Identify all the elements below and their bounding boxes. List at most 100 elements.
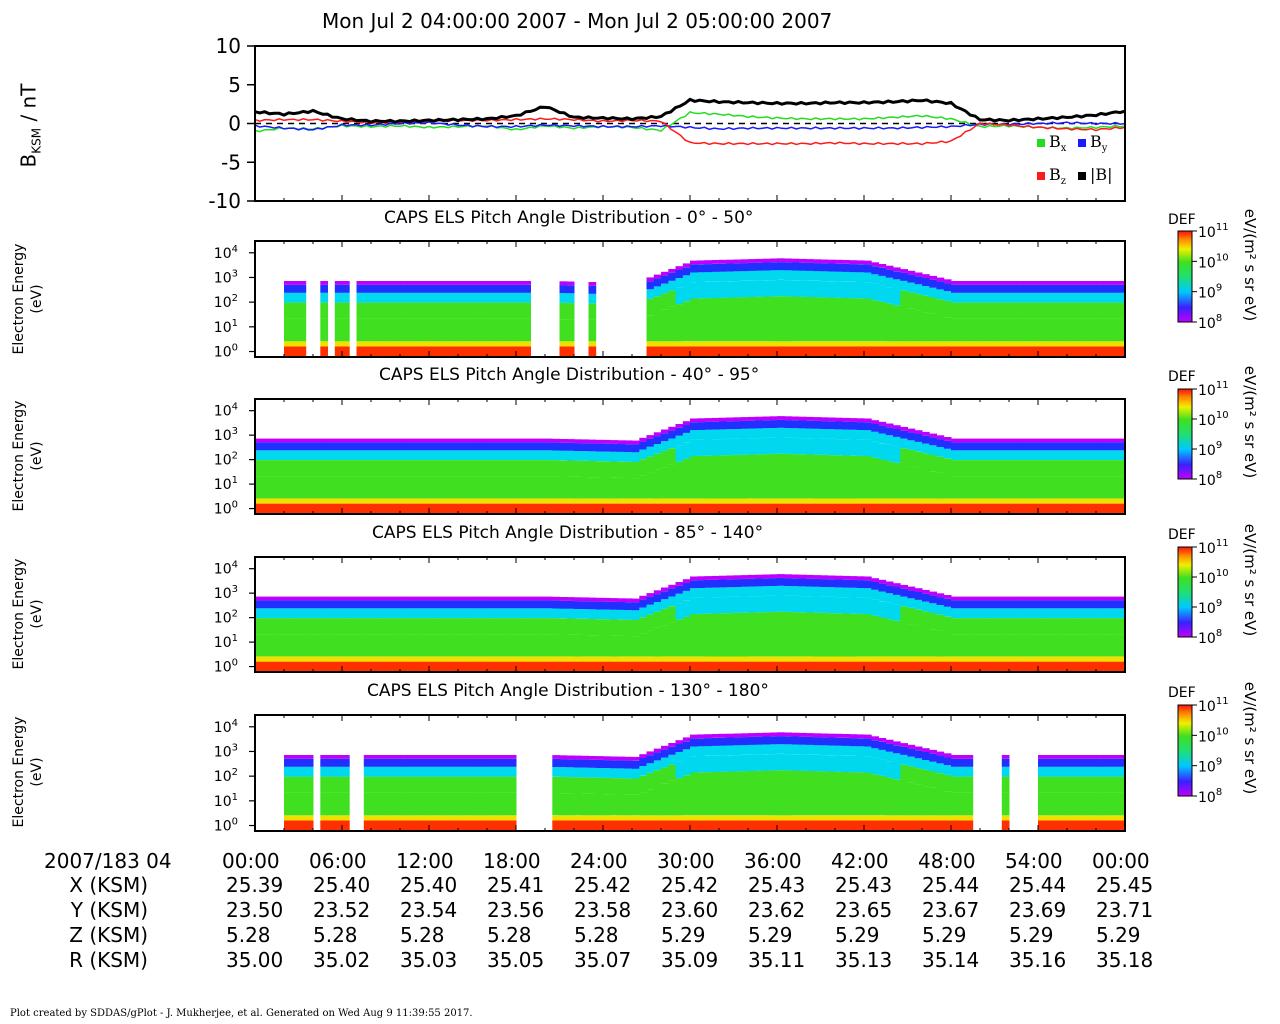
- spectrogram-cell: [407, 284, 415, 293]
- spectrogram-cell: [704, 418, 713, 422]
- spectrogram-cell: [943, 661, 952, 672]
- spectrogram-cell: [508, 766, 517, 777]
- spectrogram-cell: [1103, 755, 1111, 759]
- spectrogram-cell: [661, 498, 669, 504]
- spectrogram-cell: [1052, 596, 1061, 601]
- spectrogram-cell: [914, 768, 923, 785]
- spectrogram-cell: [516, 661, 524, 672]
- spectrogram-cell: [864, 456, 872, 499]
- spectrogram-cell: [719, 417, 727, 422]
- spectrogram-cell: [762, 341, 771, 347]
- spectrogram-cell: [827, 733, 836, 738]
- spectrogram-cell: [914, 310, 923, 342]
- spectrogram-cell: [385, 758, 394, 767]
- spectrogram-cell: [849, 746, 858, 756]
- spectrogram-cell: [965, 346, 974, 357]
- spectrogram-cell: [545, 634, 553, 657]
- spectrogram-cell: [907, 466, 916, 499]
- spectrogram-cell: [711, 661, 720, 672]
- spectrogram-cell: [298, 661, 307, 672]
- spectrogram-cell: [479, 758, 488, 767]
- spectrogram-cell: [769, 503, 778, 514]
- spectrogram-cell: [965, 318, 974, 342]
- spectrogram-cell: [668, 661, 676, 672]
- colorbar-pa2: [1177, 388, 1193, 480]
- spectrogram-cell: [436, 758, 444, 767]
- spectrogram-cell: [400, 460, 408, 477]
- spectrogram-cell: [450, 656, 459, 662]
- spectrogram-cell: [545, 460, 553, 477]
- spectrogram-cell: [733, 454, 742, 499]
- spectrogram-cell: [835, 498, 843, 504]
- ephemeris-value: 25.40: [313, 873, 371, 897]
- spectrogram-cell: [675, 593, 684, 604]
- spectrogram-cell: [472, 815, 481, 821]
- spectrogram-cell: [371, 755, 379, 759]
- spectrogram-cell: [740, 754, 749, 772]
- spectrogram-cell: [342, 618, 350, 635]
- spectrogram-cell: [806, 820, 814, 831]
- spectrogram-cell: [559, 656, 568, 662]
- spectrogram-cell: [429, 608, 437, 618]
- spectrogram-cell: [1088, 634, 1097, 657]
- spectrogram-cell: [704, 439, 713, 456]
- spectrogram-cell: [429, 820, 437, 831]
- colorbar-tick-label: 1010: [1198, 252, 1229, 271]
- spectrogram-cell: [494, 656, 502, 662]
- spectrogram-cell: [472, 634, 481, 657]
- spectrogram-cell: [936, 763, 945, 774]
- spectrogram-cell: [508, 341, 517, 347]
- spectrogram-cell: [349, 596, 357, 601]
- spectrogram-cell: [755, 428, 763, 439]
- spectrogram-cell: [827, 587, 836, 597]
- spectrogram-cell: [1081, 292, 1090, 303]
- spectrogram-cell: [1103, 318, 1111, 342]
- spectrogram-cell: [443, 438, 452, 443]
- spectrogram-cell: [530, 460, 539, 477]
- spectrogram-cell: [864, 614, 872, 657]
- spectrogram-cell: [1096, 776, 1104, 793]
- ephemeris-value: 35.14: [922, 948, 980, 972]
- spectrogram-cell: [769, 574, 778, 579]
- spectrogram-cell: [769, 732, 778, 737]
- spectrogram-cell: [943, 616, 952, 633]
- spectrogram-cell: [820, 755, 829, 772]
- spectrogram-cell: [682, 267, 691, 276]
- spectrogram-cell: [436, 634, 444, 657]
- spectrogram-cell: [501, 596, 510, 601]
- spectrogram-cell: [711, 613, 720, 657]
- spectrogram-cell: [806, 454, 814, 499]
- spectrogram-cell: [885, 777, 894, 816]
- spectrogram-cell: [936, 498, 945, 504]
- spectrogram-cell: [1081, 498, 1090, 504]
- spectrogram-cell: [1001, 503, 1010, 514]
- spectrogram-cell: [885, 498, 894, 504]
- spectrogram-cell: [291, 792, 299, 816]
- spectrogram-cell: [798, 770, 807, 816]
- spectrogram-cell: [885, 815, 894, 821]
- spectrogram-cell: [1117, 755, 1126, 759]
- spectrogram-cell: [566, 442, 575, 451]
- spectrogram-cell: [762, 754, 771, 771]
- spectrogram-cell: [1038, 450, 1046, 460]
- energy-ytick-label: 104: [214, 402, 238, 420]
- spectrogram-cell: [276, 442, 285, 451]
- spectrogram-cell: [827, 417, 836, 422]
- spectrogram-cell: [784, 586, 792, 596]
- spectrogram-cell: [501, 755, 510, 759]
- spectrogram-cell: [748, 346, 756, 357]
- spectrogram-cell: [748, 262, 756, 271]
- spectrogram-cell: [624, 815, 633, 821]
- spectrogram-cell: [784, 661, 792, 672]
- spectrogram-cell: [458, 634, 466, 657]
- ephemeris-value: 5.28: [400, 923, 445, 947]
- spectrogram-cell: [276, 498, 285, 504]
- spectrogram-cell: [755, 258, 763, 263]
- spectrogram-cell: [429, 755, 437, 759]
- spectrogram-cell: [1045, 292, 1053, 303]
- spectrogram-cell: [806, 280, 814, 297]
- spectrogram-cell: [748, 420, 756, 429]
- legend-bmag-swatch: [1078, 172, 1086, 180]
- spectrogram-cell: [1067, 284, 1075, 293]
- spectrogram-cell: [914, 609, 923, 626]
